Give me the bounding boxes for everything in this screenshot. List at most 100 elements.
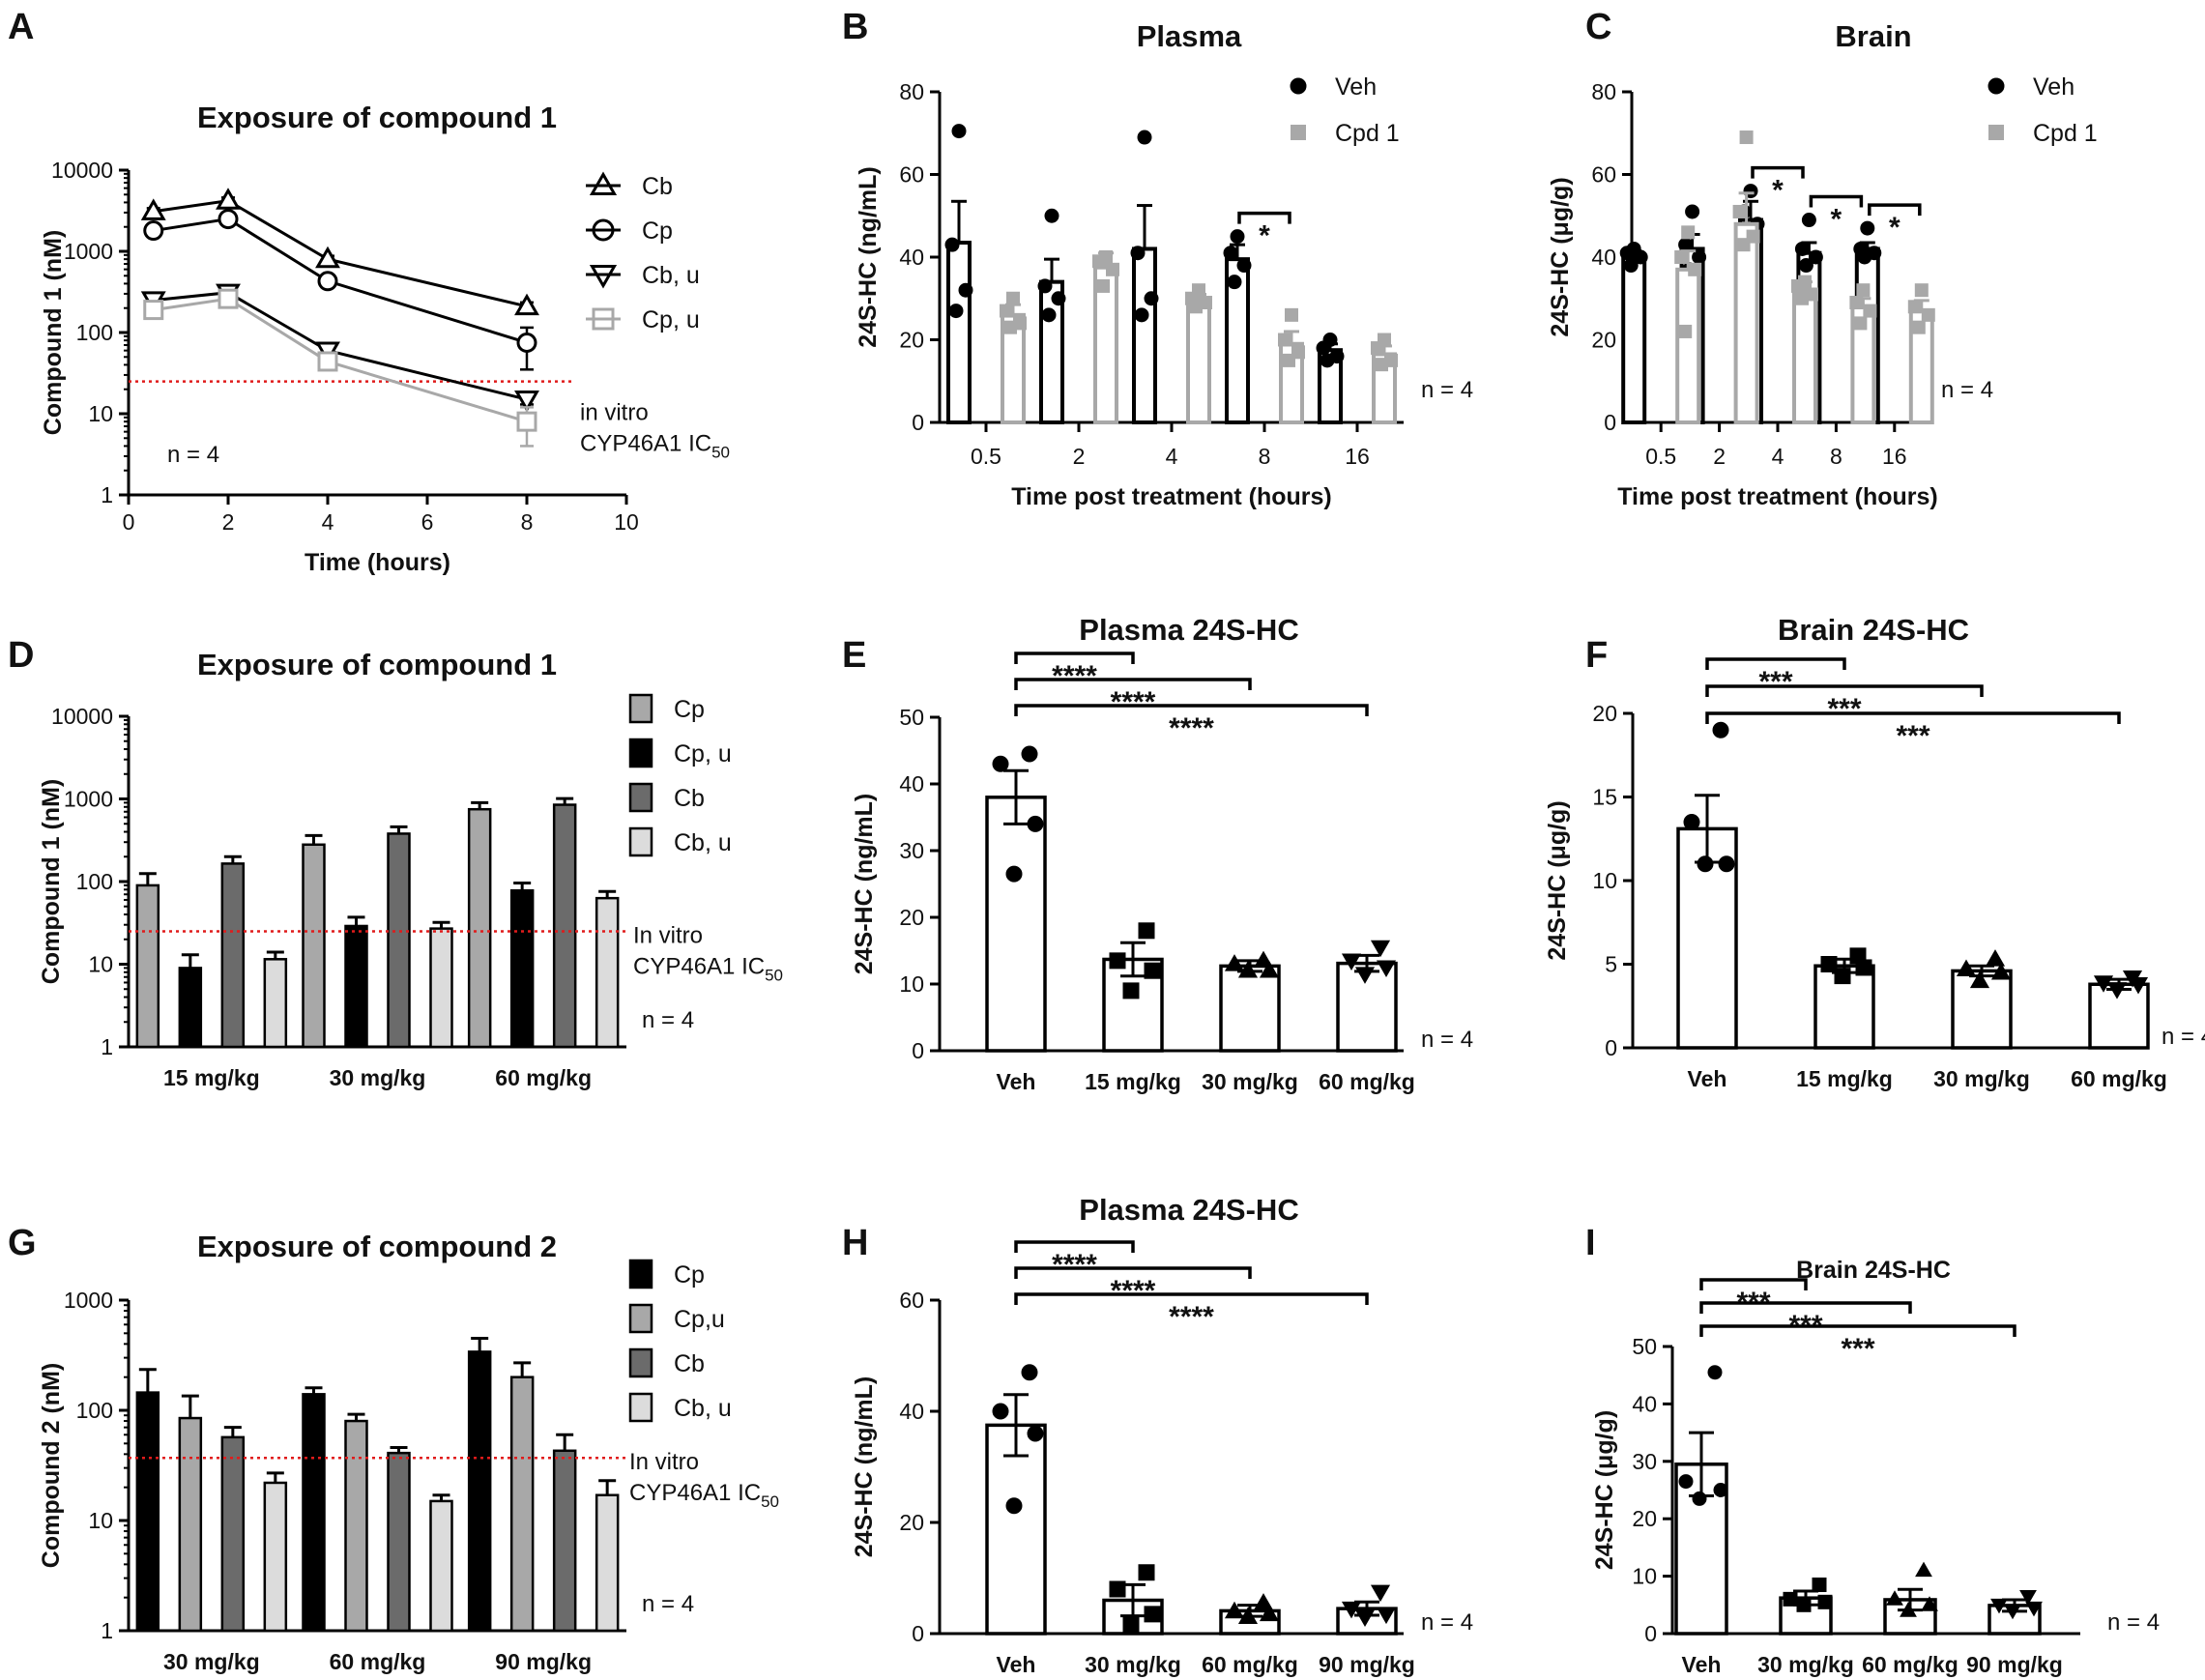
data-point xyxy=(1376,960,1397,977)
series-cp-u: Cp, u xyxy=(178,738,732,1049)
data-point xyxy=(315,246,340,269)
data-point xyxy=(1138,922,1155,940)
data-point xyxy=(1798,258,1813,274)
data-point xyxy=(1860,220,1875,236)
y-tick-label: 60 xyxy=(1591,162,1616,188)
x-tick-label: 30 mg/kg xyxy=(1757,1652,1854,1677)
bar xyxy=(946,241,972,424)
data-point xyxy=(1863,304,1877,318)
series-line xyxy=(153,297,528,423)
data-point xyxy=(1130,246,1146,261)
data-point xyxy=(1041,307,1057,323)
legend-label: Cp, u xyxy=(674,740,732,768)
significance-4: * xyxy=(1868,203,1922,244)
series-veh: Veh xyxy=(944,73,1377,425)
data-point xyxy=(1144,291,1159,306)
data-point xyxy=(143,220,164,242)
y-tick-label: 5 xyxy=(1605,952,1617,977)
ic50-label: In vitro CYP46A1 IC50 xyxy=(633,922,783,984)
bar xyxy=(595,896,620,1049)
bar xyxy=(1132,246,1157,425)
chart-I: Brain 24S-HC 0 10 20 30 40 50 24S-HC (μg/g) Veh 3… xyxy=(1591,1257,2160,1677)
significance-2: **** xyxy=(1014,1292,1369,1333)
data-point xyxy=(514,293,539,316)
chart-G: Exposure of compound 2 1 10 100 1000 Compound… xyxy=(38,1230,779,1674)
data-point xyxy=(1921,307,1935,322)
y-tick-label: 15 xyxy=(1592,785,1617,810)
panel-label-a: A xyxy=(8,7,34,47)
data-point xyxy=(1134,307,1149,323)
y-tick-label: 20 xyxy=(1592,701,1617,726)
legend-label: Cpd 1 xyxy=(2033,120,2098,147)
series-line xyxy=(153,199,528,308)
legend-swatch xyxy=(628,782,653,813)
data-point xyxy=(1021,745,1038,763)
x-tick-label: 4 xyxy=(1772,444,1784,469)
data-point xyxy=(992,1403,1009,1420)
data-point xyxy=(1692,249,1707,265)
data-point xyxy=(1375,358,1388,372)
y-axis-label: 24S-HC (ng/mL) xyxy=(855,166,882,348)
x-tick-label: 0.5 xyxy=(1645,444,1676,469)
y-tick-label: 40 xyxy=(899,771,924,797)
data-point xyxy=(1692,1491,1707,1506)
x-tick-label: Veh xyxy=(997,1069,1036,1094)
significance-bracket xyxy=(1699,1324,2016,1337)
n-label: n = 4 xyxy=(1421,377,1473,403)
x-tick-label: 0 xyxy=(123,509,135,535)
y-tick-label: 60 xyxy=(899,162,924,188)
data-point xyxy=(1044,208,1059,223)
x-tick-label: 60 mg/kg xyxy=(495,1065,592,1090)
y-tick-label: 0 xyxy=(912,1038,924,1063)
y-tick-label: 1000 xyxy=(64,787,113,812)
bar xyxy=(220,1435,246,1633)
chart-C: Brain 0 20 40 60 80 24S-HC (μg/g) Time post tre… xyxy=(1547,19,2098,510)
data-point xyxy=(1109,952,1126,970)
data-point xyxy=(317,351,338,372)
y-tick-label: 60 xyxy=(899,1288,924,1313)
significance-1: **** xyxy=(1014,678,1252,718)
y-tick-label: 1000 xyxy=(64,1288,113,1313)
data-point xyxy=(143,300,164,321)
y-tick-label: 1000 xyxy=(64,239,113,264)
y-axis-label: 24S-HC (μg/g) xyxy=(1544,800,1571,960)
significance-1: **** xyxy=(1014,1266,1252,1307)
significance-bracket xyxy=(1014,678,1252,690)
legend-label: Cp xyxy=(642,217,673,245)
legend-label: Cb, u xyxy=(674,829,732,856)
significance-label: * xyxy=(1889,212,1900,244)
y-tick-label: 30 xyxy=(1632,1449,1657,1474)
significance-label: **** xyxy=(1169,712,1214,744)
data-point xyxy=(1678,324,1693,338)
significance-label: *** xyxy=(1827,693,1861,725)
x-tick-label: 4 xyxy=(1166,444,1178,469)
data-point xyxy=(1855,959,1872,976)
legend-swatch xyxy=(628,1259,653,1289)
data-point xyxy=(1688,262,1702,276)
significance-label: *** xyxy=(1896,720,1929,752)
significance-bracket xyxy=(1705,684,1984,697)
series-cp: Cp xyxy=(135,1259,705,1633)
data-point xyxy=(1259,1604,1280,1622)
series-cb-u: Cb, u xyxy=(140,262,700,413)
bar xyxy=(509,888,535,1049)
data-point xyxy=(1834,968,1851,985)
legend-label: Cb xyxy=(674,785,705,812)
series-cpd-1: Cpd 1 xyxy=(1674,120,2098,425)
n-label: n = 4 xyxy=(642,1591,694,1617)
series-cb: Cb xyxy=(140,171,673,316)
data-point xyxy=(1027,1425,1044,1442)
data-point xyxy=(1795,291,1809,305)
x-tick-label: 2 xyxy=(1073,444,1086,469)
chart-title: Plasma xyxy=(1137,19,1242,53)
data-point xyxy=(1921,1596,1938,1611)
significance-bracket xyxy=(1014,652,1135,664)
data-point xyxy=(1003,320,1017,334)
x-tick-label: 15 mg/kg xyxy=(163,1065,260,1090)
data-point xyxy=(1900,1602,1917,1617)
data-point xyxy=(1109,1580,1126,1598)
x-tick-label: 30 mg/kg xyxy=(1933,1066,2030,1091)
y-axis-label: Compound 2 (nM) xyxy=(38,1363,65,1568)
bar xyxy=(552,1449,577,1633)
y-tick-label: 1 xyxy=(101,1618,113,1643)
